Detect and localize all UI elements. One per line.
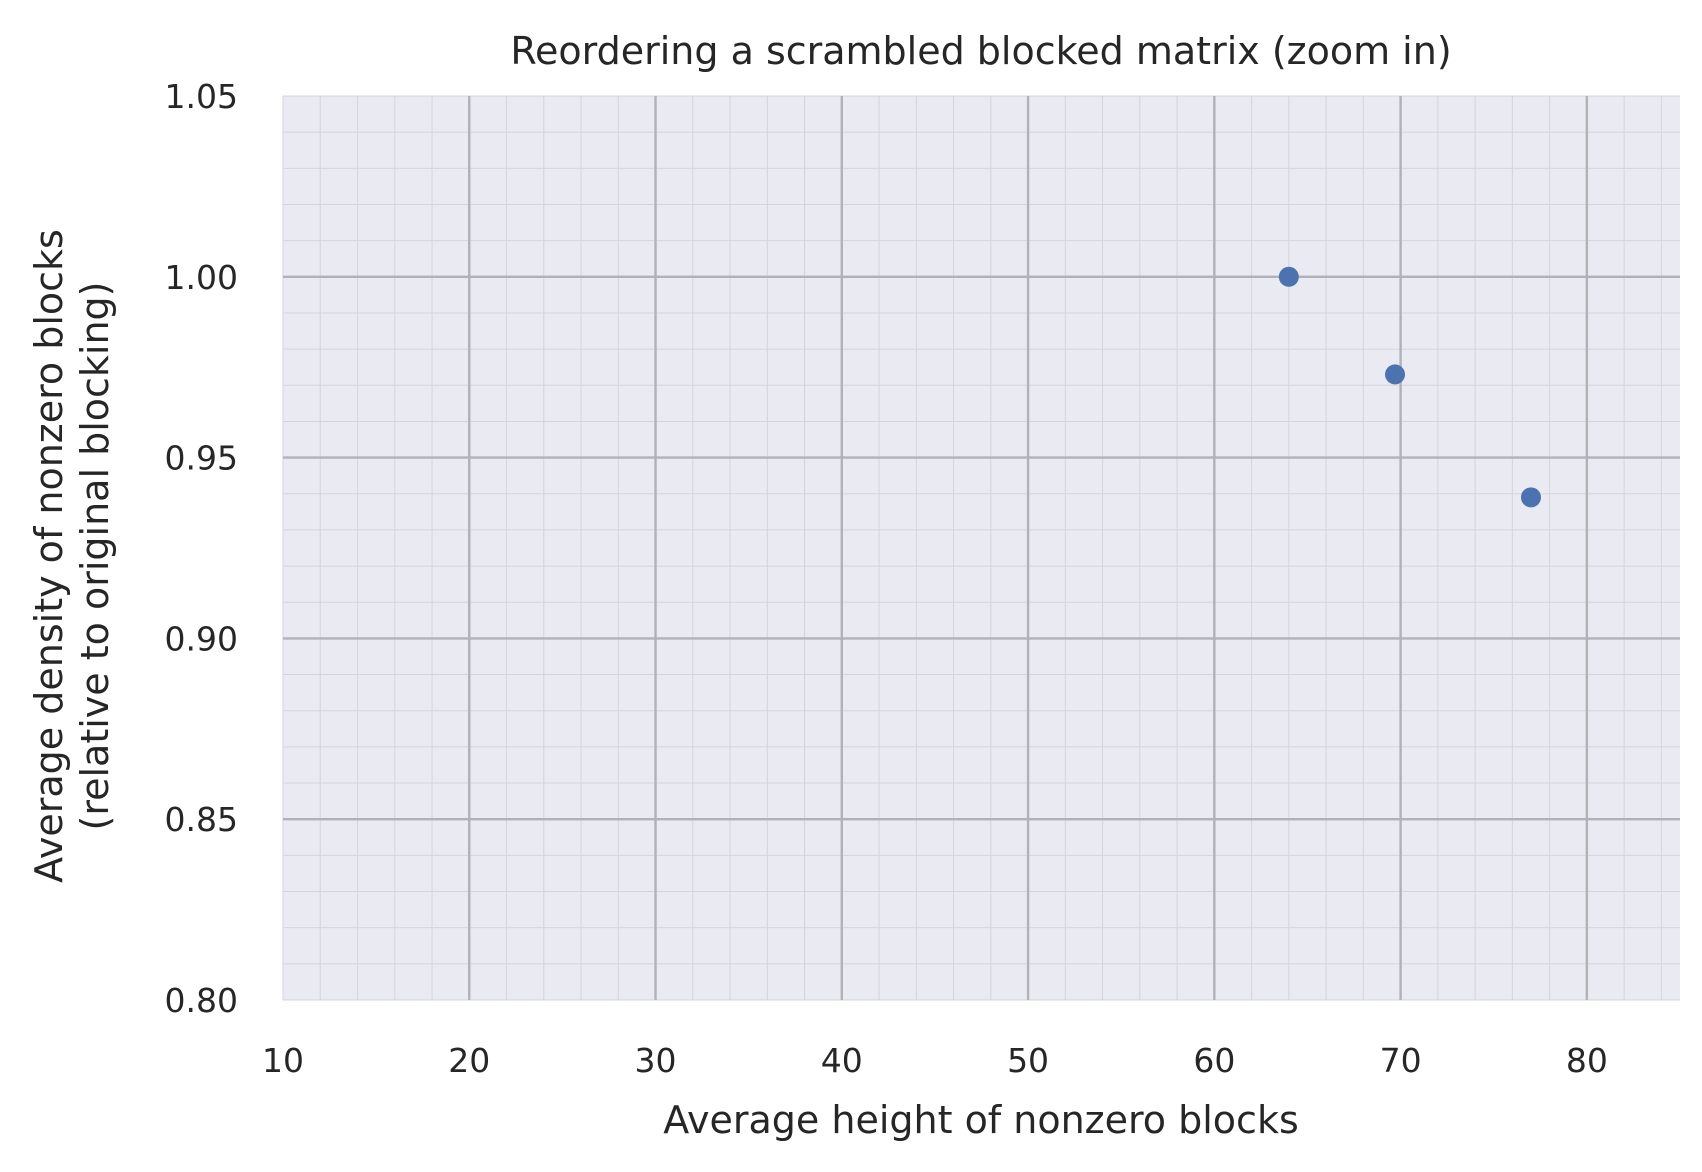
- major-grid: [283, 96, 1680, 1000]
- data-point: [1520, 487, 1541, 508]
- data-points: [1278, 266, 1541, 508]
- x-tick-label: 80: [1566, 1041, 1608, 1080]
- y-tick-label: 0.85: [165, 800, 238, 839]
- y-tick-label: 1.05: [165, 77, 238, 116]
- x-tick-label: 60: [1193, 1041, 1235, 1080]
- y-tick-label: 1.00: [165, 258, 238, 297]
- chart-title: Reordering a scrambled blocked matrix (z…: [510, 29, 1451, 73]
- y-tick-label: 0.95: [165, 439, 238, 478]
- y-tick-label: 0.80: [165, 981, 238, 1020]
- x-tick-labels: 10 20 30 40 50 60 70 80: [262, 1041, 1608, 1080]
- x-tick-label: 70: [1380, 1041, 1422, 1080]
- y-axis-label-line-1: Average density of nonzero blocks: [27, 229, 71, 883]
- y-tick-label: 0.90: [165, 619, 238, 658]
- x-tick-label: 30: [635, 1041, 677, 1080]
- y-axis-label-line-2: (relative to original blocking): [73, 282, 117, 831]
- x-tick-label: 20: [448, 1041, 490, 1080]
- x-tick-label: 40: [821, 1041, 863, 1080]
- x-tick-label: 10: [262, 1041, 304, 1080]
- data-point: [1385, 364, 1406, 385]
- data-point: [1278, 266, 1299, 287]
- y-tick-labels: 0.80 0.85 0.90 0.95 1.00 1.05: [165, 77, 238, 1020]
- x-tick-label: 50: [1007, 1041, 1049, 1080]
- plot-area: [283, 96, 1680, 1000]
- x-axis-label: Average height of nonzero blocks: [663, 1098, 1299, 1142]
